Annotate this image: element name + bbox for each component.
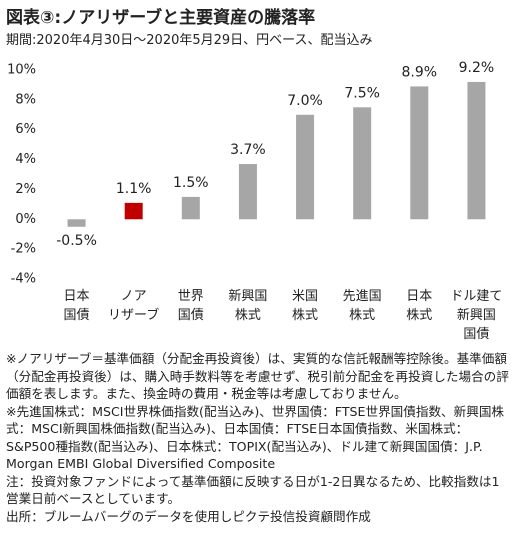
- x-tick-label: 新興国 株式: [228, 289, 268, 323]
- bar: [67, 219, 86, 227]
- notes: ※ノアリザーブ＝基準価額（分配金再投資後）は、実質的な信託報酬等控除後。基準価額…: [6, 350, 511, 525]
- x-tick-label: 日本 株式: [406, 289, 433, 323]
- value-label: 3.7%: [230, 142, 266, 158]
- value-label: 1.5%: [173, 175, 209, 191]
- x-tick-label: ノア リザーブ: [108, 289, 160, 323]
- bar: [181, 196, 200, 220]
- y-tick-label: 0%: [15, 212, 36, 227]
- note: ※先進国株式：MSCI世界株価指数(配当込み)、世界国債：FTSE世界国債指数、…: [6, 403, 505, 472]
- x-tick-label: 日本 国債: [63, 289, 90, 323]
- bar: [238, 164, 257, 220]
- note: 注：投資対象ファンドによって基準価額に反映する日が1-2日異なるため、比較指数は…: [6, 473, 500, 507]
- note: 出所：ブルームバーグのデータを使用しピクテ投信投資顧問作成: [6, 508, 371, 524]
- y-tick-label: 8%: [15, 92, 36, 107]
- x-tick-label: 世界 国債: [177, 289, 204, 323]
- y-tick-label: 4%: [15, 152, 36, 167]
- note: ※ノアリザーブ＝基準価額（分配金再投資後）は、実質的な信託報酬等控除後。基準価額…: [6, 351, 509, 401]
- y-tick-label: 6%: [15, 122, 36, 137]
- y-tick-label: -2%: [11, 242, 36, 257]
- value-label: 1.1%: [116, 181, 152, 197]
- y-tick-label: 2%: [15, 182, 36, 197]
- bar: [296, 114, 315, 220]
- value-label: 8.9%: [402, 64, 438, 80]
- bar: [467, 81, 486, 220]
- x-tick-label: 先進国 株式: [342, 289, 382, 323]
- bar: [410, 86, 429, 220]
- chart: -4% -2% 0% 2% 4% 6% 8% 10% -0.5% 1.1% 1.5% 3.7% 7.0%…: [7, 60, 495, 287]
- bar: [124, 202, 143, 220]
- x-tick-label: ドル建て 新興国 国債: [450, 289, 503, 342]
- value-label: 7.0%: [287, 93, 323, 109]
- chart-subtitle: 期間:2020年4月30日～2020年5月29日、円ベース、配当込み: [6, 33, 373, 48]
- bar: [353, 107, 372, 220]
- y-tick-label: 10%: [7, 63, 36, 78]
- y-tick-label: -4%: [11, 272, 36, 287]
- value-label: -0.5%: [56, 233, 97, 249]
- value-label: 9.2%: [459, 60, 495, 76]
- value-label: 7.5%: [344, 85, 380, 101]
- x-tick-label: 米国 株式: [291, 289, 318, 323]
- chart-title: 図表③:ノアリザーブと主要資産の騰落率: [6, 8, 316, 28]
